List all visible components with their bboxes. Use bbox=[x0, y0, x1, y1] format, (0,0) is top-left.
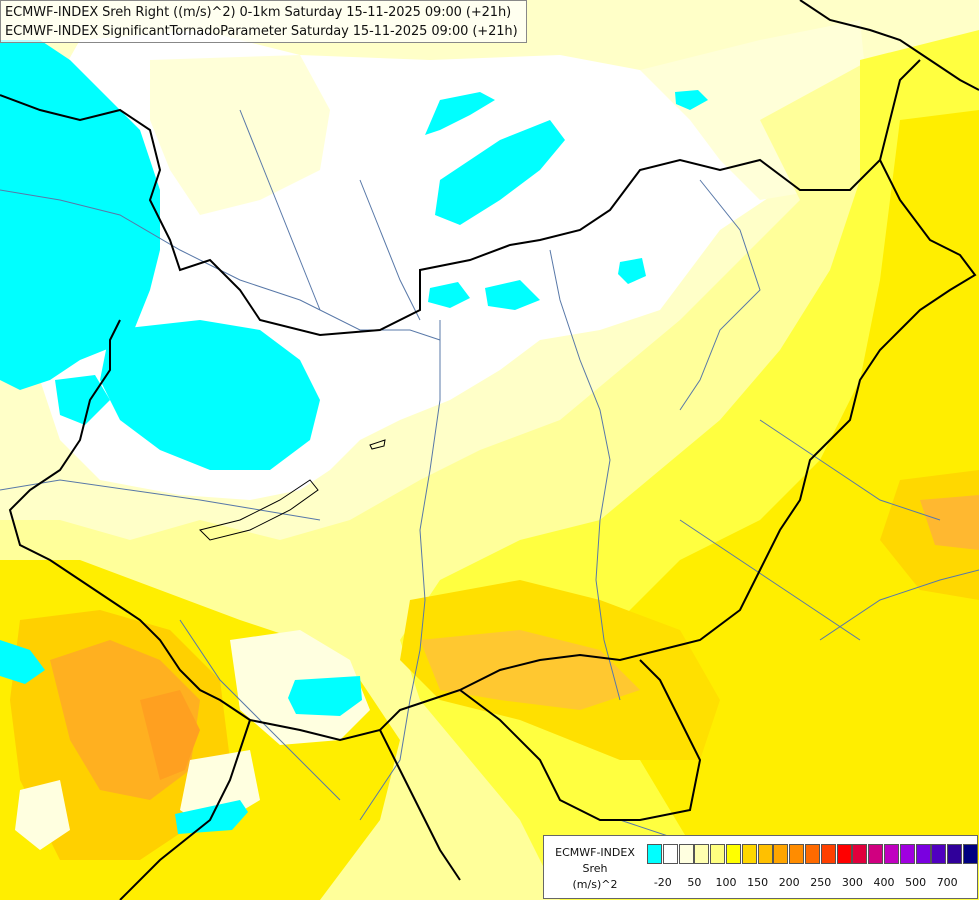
legend-swatch bbox=[915, 844, 931, 864]
legend-swatch bbox=[647, 844, 662, 864]
cyan-region-west bbox=[0, 40, 160, 390]
legend-swatch bbox=[662, 844, 678, 864]
legend-swatch bbox=[963, 844, 978, 864]
legend-swatch bbox=[884, 844, 899, 864]
legend-title-line-2: Sreh bbox=[582, 862, 608, 875]
legend-swatch bbox=[852, 844, 868, 864]
legend-swatch bbox=[741, 844, 757, 864]
map-title-box: ECMWF-INDEX Sreh Right ((m/s)^2) 0-1km S… bbox=[0, 0, 527, 43]
legend-tick-label: 250 bbox=[810, 876, 832, 889]
legend-swatch bbox=[820, 844, 836, 864]
legend-swatch bbox=[868, 844, 884, 864]
map-title-line-1: ECMWF-INDEX Sreh Right ((m/s)^2) 0-1km S… bbox=[5, 5, 512, 20]
rivers bbox=[0, 109, 979, 881]
legend-tick-label: 400 bbox=[873, 876, 895, 889]
cyan-region-west-3 bbox=[55, 375, 110, 425]
lake-small bbox=[369, 439, 386, 450]
legend-title-line-1: ECMWF-INDEX bbox=[555, 846, 635, 859]
cyan-region-north-1 bbox=[435, 120, 565, 225]
lake-balaton bbox=[199, 479, 319, 541]
legend-tick-label: 50 bbox=[687, 876, 702, 889]
cyan-region-centre-1 bbox=[428, 282, 470, 308]
cyan-region-north-2 bbox=[425, 92, 495, 135]
cyan-region-centre-2 bbox=[485, 280, 540, 310]
legend-swatch bbox=[899, 844, 915, 864]
legend-swatch bbox=[678, 844, 694, 864]
legend-title-line-3: (m/s)^2 bbox=[572, 878, 618, 891]
legend-swatch bbox=[726, 844, 741, 864]
legend-tick-label: 700 bbox=[936, 876, 958, 889]
cyan-region-centre-3 bbox=[618, 258, 646, 284]
legend-tick-label: 100 bbox=[715, 876, 737, 889]
legend-swatch bbox=[710, 844, 726, 864]
legend-swatch bbox=[694, 844, 710, 864]
white-spot-sw-3 bbox=[15, 780, 70, 850]
legend: ECMWF-INDEX Sreh (m/s)^2 -20 50 100 150 200 2… bbox=[543, 835, 978, 899]
legend-tick-label: 200 bbox=[778, 876, 800, 889]
legend-swatch bbox=[805, 844, 820, 864]
legend-swatch bbox=[789, 844, 805, 864]
legend-swatch bbox=[773, 844, 789, 864]
legend-swatch bbox=[757, 844, 773, 864]
cyan-region-north-3 bbox=[675, 90, 708, 110]
legend-tick-label: 500 bbox=[905, 876, 927, 889]
orange-spot-east bbox=[920, 495, 979, 550]
legend-tick-label: 150 bbox=[747, 876, 769, 889]
cyan-region-south-1 bbox=[288, 676, 362, 716]
pale-region-north bbox=[150, 55, 330, 215]
legend-swatch bbox=[947, 844, 963, 864]
legend-tick-label: -20 bbox=[653, 876, 672, 889]
deep-orange-southwest bbox=[140, 690, 200, 780]
map-title-line-2: ECMWF-INDEX SignificantTornadoParameter … bbox=[5, 24, 518, 39]
legend-swatch bbox=[836, 844, 852, 864]
cyan-region-south-3 bbox=[0, 640, 45, 684]
cyan-region-west-2 bbox=[100, 320, 320, 470]
orange-region-south bbox=[420, 630, 640, 710]
legend-tick-label: 300 bbox=[841, 876, 863, 889]
legend-swatch bbox=[931, 844, 947, 864]
